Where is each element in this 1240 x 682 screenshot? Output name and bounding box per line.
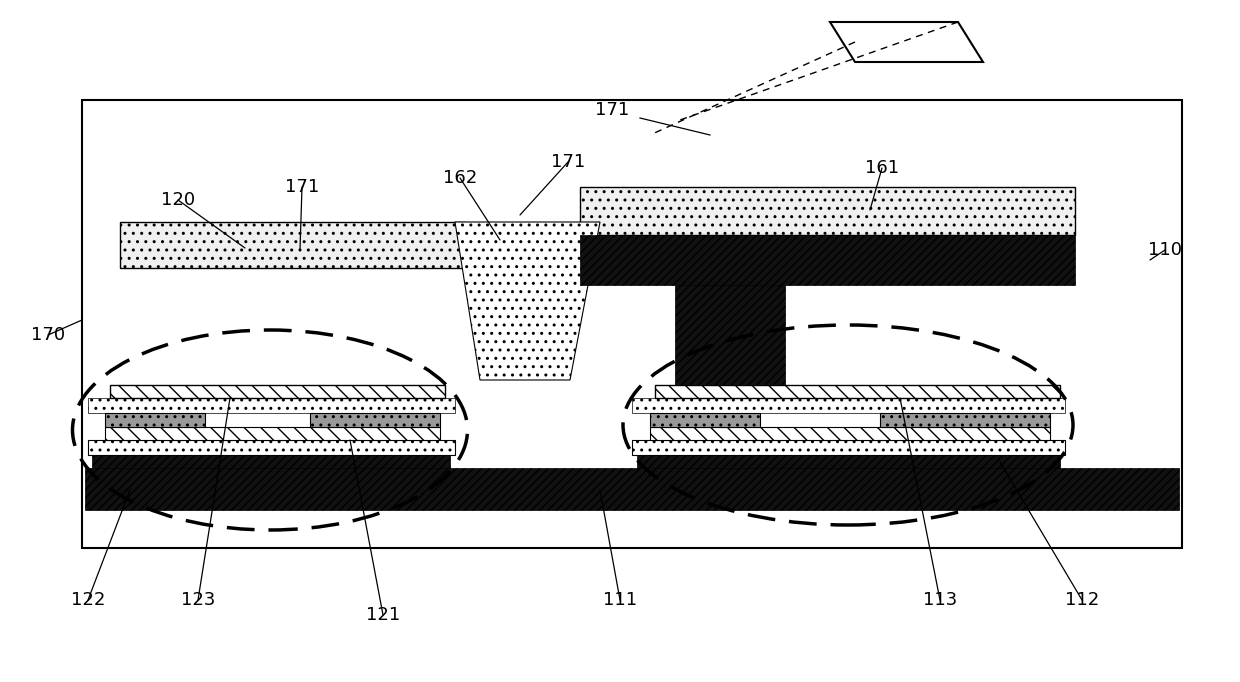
Text: 170: 170 xyxy=(31,326,64,344)
Bar xyxy=(105,427,440,440)
Text: 162: 162 xyxy=(443,169,477,187)
Bar xyxy=(310,413,440,427)
Text: 122: 122 xyxy=(71,591,105,609)
Text: 171: 171 xyxy=(551,153,585,171)
Bar xyxy=(105,413,205,427)
Bar xyxy=(650,427,1050,440)
Bar xyxy=(632,440,1065,455)
Bar xyxy=(82,100,1182,548)
Bar xyxy=(650,413,760,427)
Text: 120: 120 xyxy=(161,191,195,209)
Bar xyxy=(880,413,1050,427)
Text: 121: 121 xyxy=(366,606,401,624)
Bar xyxy=(88,398,455,413)
Text: 161: 161 xyxy=(866,159,899,177)
Bar xyxy=(580,235,1075,285)
Bar xyxy=(675,285,785,385)
Bar xyxy=(120,222,465,268)
Bar xyxy=(110,385,445,398)
Bar xyxy=(655,385,1060,398)
Text: 171: 171 xyxy=(285,178,319,196)
Bar xyxy=(88,440,455,455)
Text: 113: 113 xyxy=(923,591,957,609)
Text: 110: 110 xyxy=(1148,241,1182,259)
Text: 123: 123 xyxy=(181,591,216,609)
Bar xyxy=(580,187,1075,235)
Text: 111: 111 xyxy=(603,591,637,609)
Bar xyxy=(92,455,450,468)
Text: 112: 112 xyxy=(1065,591,1099,609)
Polygon shape xyxy=(455,222,600,380)
Bar xyxy=(637,455,1060,468)
Bar xyxy=(86,468,1179,510)
Polygon shape xyxy=(830,22,983,62)
Bar xyxy=(632,398,1065,413)
Text: 171: 171 xyxy=(595,101,629,119)
